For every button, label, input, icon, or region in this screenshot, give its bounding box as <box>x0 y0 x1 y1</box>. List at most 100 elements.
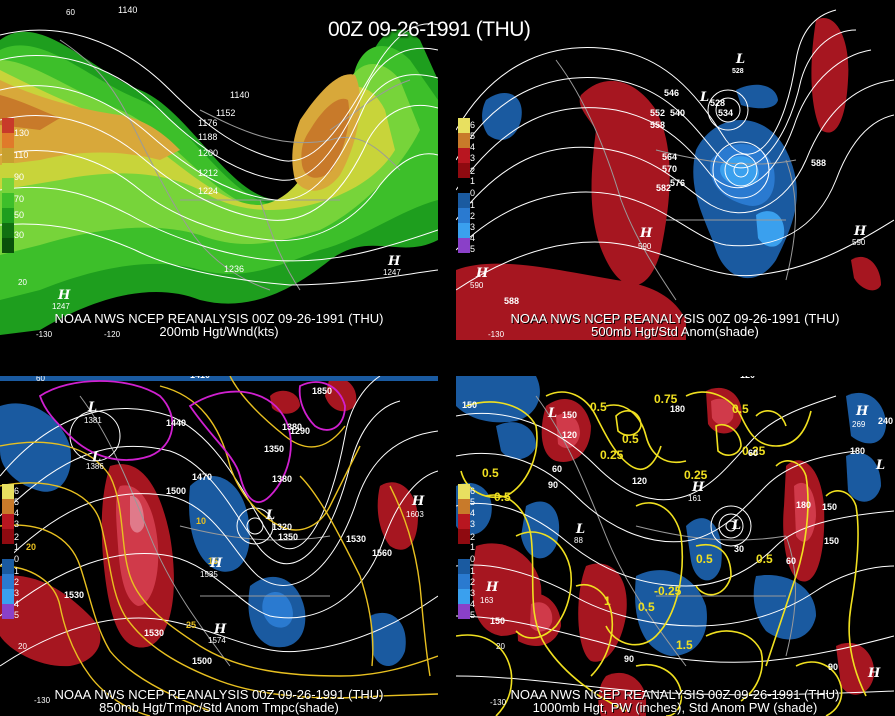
lon-label: -130 <box>36 330 53 339</box>
legend-label: 2 <box>470 211 476 221</box>
lon-label: -120 <box>104 330 121 339</box>
low-pressure-symbol: L <box>732 518 742 533</box>
contour-label: 1410 <box>190 376 210 380</box>
legend-label: 1 <box>470 542 476 552</box>
contour-label: 1152 <box>216 108 236 118</box>
map-200mb <box>0 0 438 340</box>
legend-label: 130 <box>14 128 30 138</box>
contour-label: 1140 <box>118 5 138 15</box>
legend-label: 5 <box>470 610 476 620</box>
contour-label: 150 <box>822 502 838 512</box>
high-pressure-value: 590 <box>638 242 652 251</box>
contour-label: 240 <box>878 416 894 426</box>
legend-label: 1 <box>470 176 476 186</box>
contour-label: 0.5 <box>756 552 773 566</box>
legend-label: 1 <box>14 566 20 576</box>
contour-label: 90 <box>624 654 635 664</box>
low-pressure-value: 1381 <box>84 416 102 425</box>
high-pressure-symbol: H <box>868 666 881 681</box>
contour-label: 1236 <box>224 264 245 274</box>
contour-label: 120 <box>740 376 755 380</box>
low-pressure-symbol: L <box>700 90 710 105</box>
contour-label: 150 <box>490 616 506 626</box>
high-pressure-symbol: H <box>412 494 425 509</box>
contour-label: 1850 <box>312 386 333 396</box>
high-pressure-symbol: H <box>692 480 705 495</box>
contour-label: 0.75 <box>654 392 678 406</box>
contour-label: 1500 <box>192 656 213 666</box>
contour-label: 1176 <box>198 118 218 128</box>
panel-500mb: 6 5 4 3 2 1 0 1 2 3 4 5 546 552 558 540 … <box>456 0 894 340</box>
low-pressure-symbol: L <box>876 458 886 473</box>
contour-label: 180 <box>796 500 812 510</box>
contour-label: 20 <box>26 542 37 552</box>
contour-label: 1290 <box>290 426 311 436</box>
legend-label: 0 <box>14 554 20 564</box>
legend-label: 4 <box>470 599 476 609</box>
low-pressure-symbol: L <box>548 406 558 421</box>
legend-label: 4 <box>470 508 476 518</box>
legend-label: 3 <box>470 153 476 163</box>
legend-label: 3 <box>470 588 476 598</box>
contour-label: 0.5 <box>590 400 607 414</box>
lon-label: -130 <box>490 698 507 707</box>
legend-label: 2 <box>470 166 476 176</box>
map-1000mb-pw <box>456 376 894 716</box>
contour-label: 30 <box>734 544 745 554</box>
panel-subcaption: 1000mb Hgt, PW (inches), Std Anom PW (sh… <box>532 700 818 715</box>
contour-label: 0.25 <box>742 444 766 458</box>
high-pressure-symbol: H <box>854 224 867 239</box>
legend-label: 1 <box>470 200 476 210</box>
legend-label: 0 <box>470 188 476 198</box>
contour-label: 1380 <box>282 422 303 432</box>
contour-label: 1 <box>604 594 611 608</box>
legend-label: 2 <box>470 577 476 587</box>
main-title: 00Z 09-26-1991 (THU) <box>328 18 531 41</box>
contour-label: 588 <box>811 158 827 168</box>
legend-label: 6 <box>470 486 476 496</box>
contour-label: 1530 <box>64 590 85 600</box>
contour-label: 0.25 <box>684 468 708 482</box>
high-pressure-symbol: H <box>856 404 869 419</box>
panel-caption: NOAA NWS NCEP REANALYSIS 00Z 09-26-1991 … <box>54 311 384 326</box>
contour-label: 1350 <box>278 532 299 542</box>
contour-label: 60 <box>552 464 563 474</box>
contour-label: 1320 <box>272 522 293 532</box>
panel-caption: NOAA NWS NCEP REANALYSIS 00Z 09-26-1991 … <box>510 311 840 326</box>
high-pressure-value: 1574 <box>208 636 226 645</box>
legend-label: 4 <box>14 599 20 609</box>
high-pressure-symbol: H <box>486 580 499 595</box>
high-pressure-value: 269 <box>852 420 866 429</box>
contour-label: 1224 <box>198 186 219 196</box>
contour-label: 0.5 <box>638 600 655 614</box>
lat-label: 20 <box>18 642 27 651</box>
contour-label: 552 <box>650 108 666 118</box>
legend-label: 4 <box>470 233 476 243</box>
contour-label: 588 <box>504 296 520 306</box>
high-pressure-value: 163 <box>480 596 494 605</box>
contour-label: 60 <box>786 556 797 566</box>
high-pressure-value: 1603 <box>406 510 424 519</box>
legend-label: 0 <box>470 554 476 564</box>
legend-label: 6 <box>14 486 20 496</box>
panel-200mb: 130 110 90 70 50 30 60 20 -130 -120 1140… <box>0 0 438 340</box>
contour-label: 0.25 <box>600 448 624 462</box>
high-pressure-symbol: H <box>388 254 401 269</box>
legend-label: 1 <box>14 542 20 552</box>
legend-label: 3 <box>470 519 476 529</box>
high-pressure-symbol: H <box>214 622 227 637</box>
panel-caption: NOAA NWS NCEP REANALYSIS 00Z 09-26-1991 … <box>510 687 840 702</box>
legend-label: 5 <box>470 131 476 141</box>
contour-label: 1530 <box>346 534 367 544</box>
panel-subcaption: 200mb Hgt/Wnd(kts) <box>159 324 279 339</box>
legend-anomaly: 6 5 4 3 2 1 0 1 2 3 4 5 <box>458 484 475 620</box>
panel-1000mb-pw: 6 5 4 3 2 1 0 1 2 3 4 5 120 150 180 150 … <box>456 376 894 716</box>
contour-label: 1.5 <box>676 638 693 652</box>
legend-label: 5 <box>14 610 20 620</box>
contour-label: 150 <box>562 410 578 420</box>
contour-label: 15 <box>208 556 219 566</box>
contour-label: 1440 <box>166 418 187 428</box>
high-pressure-symbol: H <box>58 288 71 303</box>
low-pressure-symbol: L <box>736 52 746 67</box>
high-pressure-value: 590 <box>852 238 866 247</box>
